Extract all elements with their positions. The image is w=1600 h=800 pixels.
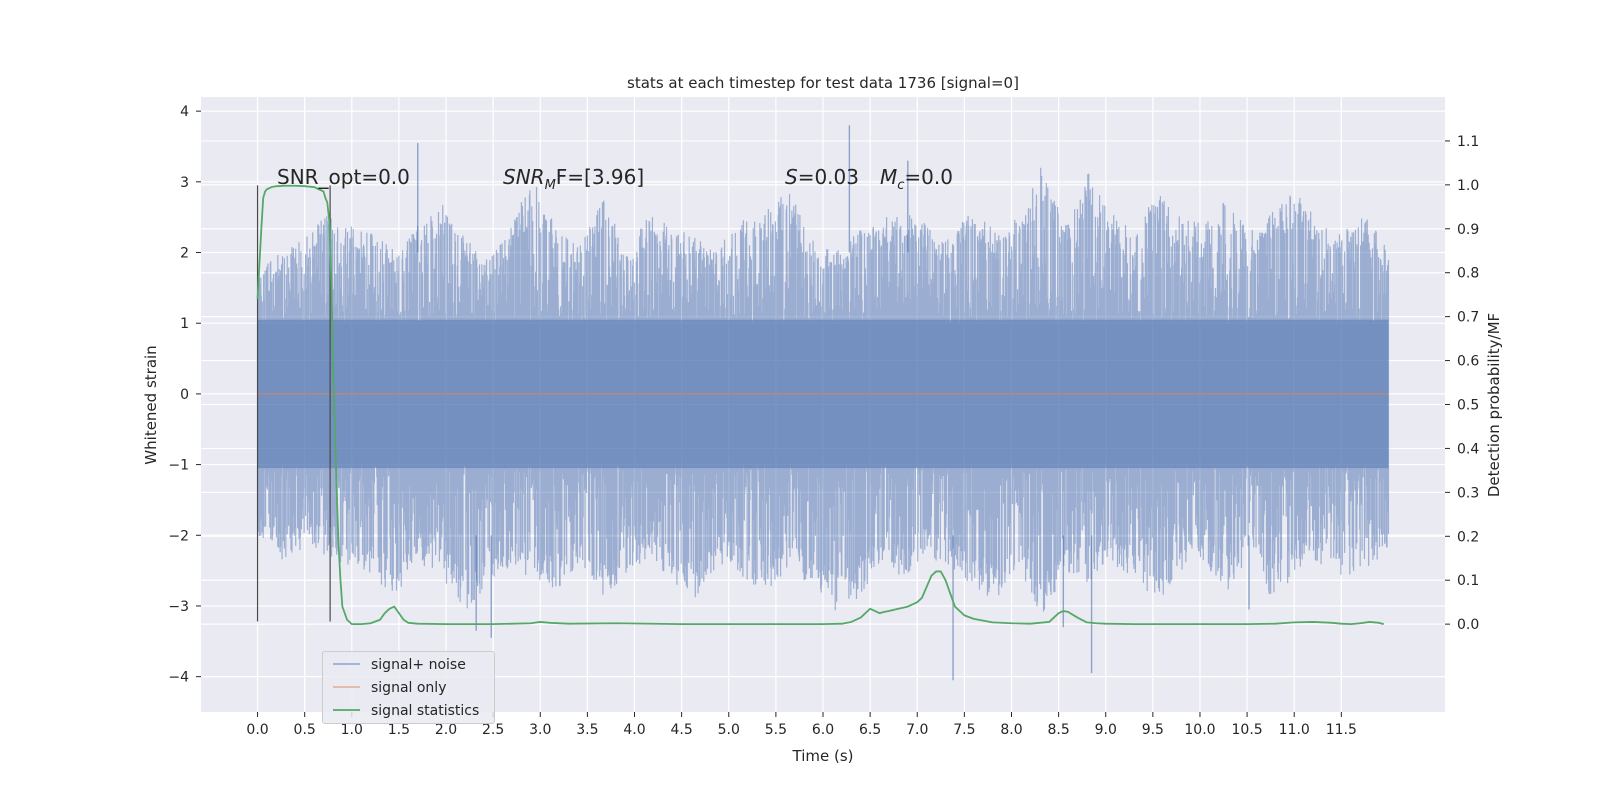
x-tick-label: 11.5 [1326,722,1357,738]
chart-title: stats at each timestep for test data 173… [627,74,1019,92]
y-tick-label-right: 0.1 [1457,573,1479,589]
x-tick-label: 6.5 [859,722,881,738]
x-tick-label: 5.0 [718,722,740,738]
y-axis-label-right: Detection probability/MF [1485,313,1503,497]
signal-statistics-line [256,184,1384,626]
x-tick-label: 10.5 [1232,722,1263,738]
y-tick-label-left: 1 [180,316,189,332]
annotation-mc: Mc=0.0 [880,165,953,193]
y-tick-label-right: 0.8 [1457,266,1479,282]
legend-label-signal-statistics: signal statistics [371,703,479,719]
y-ticks-left: −4 −3 −2 −1 0 1 2 3 4 [168,104,201,686]
x-tick-label: 6.0 [812,722,834,738]
x-tick-label: 0.0 [246,722,268,738]
annotation-snr-opt: SNR_opt=0.0 [277,165,410,189]
y-tick-label-left: −2 [168,528,189,544]
x-tick-label: 2.0 [435,722,457,738]
annotation-s: S=0.03 [785,165,859,189]
series-signal-statistics [256,184,1384,626]
x-tick-label: 4.0 [623,722,645,738]
y-tick-label-left: −3 [168,599,189,615]
legend: signal+ noise signal only signal statist… [322,651,495,724]
x-tick-label: 5.5 [765,722,787,738]
x-tick-label: 9.0 [1095,722,1117,738]
x-tick-label: 8.5 [1047,722,1069,738]
y-tick-label-right: 0.2 [1457,529,1479,545]
x-tick-label: 1.5 [388,722,410,738]
x-tick-label: 2.5 [482,722,504,738]
annotation-snr-mf-rest: F=[3.96] [556,165,644,189]
y-tick-label-left: −1 [168,458,189,474]
x-tick-label: 3.5 [576,722,598,738]
annotation-mc-val: =0.0 [904,165,953,189]
x-tick-label: 1.0 [341,722,363,738]
annotation-s-var: S [785,165,798,189]
y-tick-label-right: 1.0 [1457,178,1479,194]
x-ticks: 0.0 0.5 1.0 1.5 2.0 2.5 3.0 3.5 4.0 4.5 5.0 5.5 6.0 6… [246,712,1357,738]
annotation-snr-mf-base: SNR [503,165,545,189]
x-tick-label: 3.0 [529,722,551,738]
annotation-mc-sub: c [897,178,904,193]
x-tick-label: 0.5 [294,722,316,738]
y-tick-label-right: 1.1 [1457,134,1479,150]
y-tick-label-left: 4 [180,104,189,120]
y-tick-label-right: 0.5 [1457,398,1479,414]
y-tick-label-right: 0.4 [1457,441,1479,457]
x-tick-label: 11.0 [1279,722,1310,738]
x-tick-label: 4.5 [671,722,693,738]
legend-label-signal-noise: signal+ noise [371,657,466,673]
x-tick-label: 7.5 [953,722,975,738]
annotation-snr-mf-sub: M [545,178,556,193]
y-tick-label-left: 3 [180,175,189,191]
x-tick-label: 10.0 [1184,722,1215,738]
y-ticks-right: 0.0 0.1 0.2 0.3 0.4 0.5 0.6 0.7 0.8 0.9 1.0 1.1 [1445,134,1479,633]
y-tick-label-left: −4 [168,670,189,686]
x-tick-label: 7.0 [906,722,928,738]
y-tick-label-right: 0.3 [1457,485,1479,501]
y-tick-label-left: 2 [180,246,189,262]
x-tick-label: 8.0 [1000,722,1022,738]
annotation-mc-var: M [880,165,897,189]
y-tick-label-right: 0.9 [1457,222,1479,238]
x-axis-label: Time (s) [792,747,854,765]
y-tick-label-right: 0.0 [1457,617,1479,633]
annotation-snr-mf: SNRMF=[3.96] [503,165,644,193]
y-tick-label-left: 0 [180,387,189,403]
legend-label-signal-only: signal only [371,680,446,696]
y-tick-label-right: 0.7 [1457,310,1479,326]
annotation-s-val: =0.03 [798,165,859,189]
x-tick-label: 9.5 [1142,722,1164,738]
y-tick-label-right: 0.6 [1457,354,1479,370]
y-axis-label-left: Whitened strain [142,345,160,464]
